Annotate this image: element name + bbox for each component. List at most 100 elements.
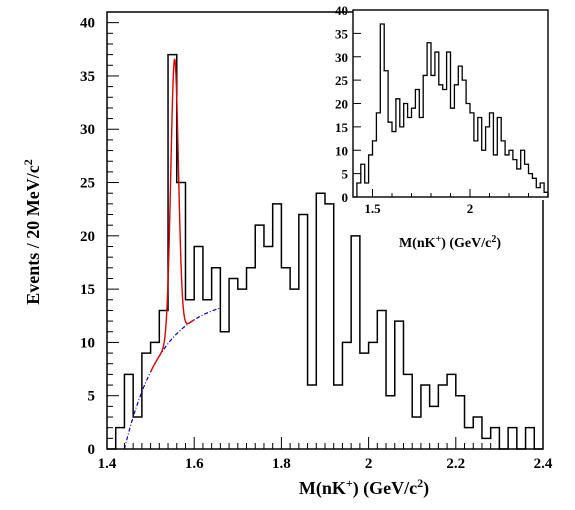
y-tick-label: 25 [335, 73, 349, 88]
histogram-bin [360, 353, 369, 449]
histogram-bin [377, 310, 386, 449]
histogram-bin [415, 89, 419, 197]
y-tick-label: 15 [335, 120, 349, 135]
y-tick-label: 10 [80, 335, 95, 351]
y-tick-label: 30 [335, 50, 348, 65]
histogram-bin [404, 104, 408, 198]
histogram-bin [532, 178, 536, 197]
histogram-bin [255, 225, 264, 449]
histogram-bin [465, 428, 474, 449]
histogram-bin [526, 428, 535, 449]
inset-y-ticks: 0 5 10 15 20 25 30 35 40 [335, 3, 361, 205]
histogram-bin [419, 118, 423, 197]
histogram-bin [497, 118, 501, 197]
histogram-bin [384, 71, 388, 197]
histogram-bin [159, 310, 168, 449]
histogram-bin [334, 385, 343, 449]
histogram-bin [212, 268, 221, 449]
histogram-bin [505, 155, 509, 197]
main-y-ticks: 0 5 10 15 20 25 30 35 40 [80, 11, 119, 458]
histogram-bin [386, 396, 395, 449]
histogram-bin [316, 193, 325, 449]
histogram-bin [376, 113, 380, 197]
main-x-axis-title: M(nK+) (GeV/c2) [299, 476, 429, 499]
histogram-bin [396, 99, 400, 197]
histogram-bin [451, 108, 455, 197]
histogram-bin [493, 155, 497, 197]
histogram-bin [395, 321, 404, 449]
y-tick-label: 10 [335, 143, 348, 158]
y-tick-label: 20 [335, 97, 348, 112]
histogram-bin [501, 141, 505, 197]
y-tick-label: 15 [80, 282, 95, 298]
histogram-bin [439, 85, 443, 197]
histogram-bin [491, 428, 500, 449]
main-histogram [107, 53, 543, 450]
histogram-bin [525, 164, 529, 197]
y-tick-label: 35 [80, 69, 95, 85]
histogram-bin [408, 118, 412, 197]
histogram-bin [299, 215, 308, 449]
histogram-bin [456, 396, 465, 449]
histogram-step-line [353, 23, 549, 198]
background-fit-curve [123, 307, 221, 450]
histogram-bin [229, 278, 238, 449]
inset-histogram [353, 23, 549, 198]
histogram-bin [369, 342, 378, 449]
inset-x-ticks: 1.5 2 [352, 189, 549, 216]
histogram-bin [482, 150, 486, 197]
y-tick-label: 5 [342, 167, 349, 182]
histogram-bin [486, 127, 490, 197]
histogram-bin [458, 66, 462, 197]
y-tick-label: 5 [88, 389, 96, 405]
histogram-bin [290, 289, 299, 449]
histogram-bin [430, 406, 439, 449]
histogram-bin [438, 385, 447, 449]
histogram-bin [116, 428, 125, 449]
histogram-bin [281, 268, 290, 449]
x-tick-label: 1.4 [98, 456, 117, 472]
main-x-ticks: 1.4 1.6 1.8 2 2.2 2.4 [98, 437, 553, 472]
histogram-bin [490, 113, 494, 197]
y-tick-label: 0 [342, 190, 349, 205]
histogram-bin [361, 164, 365, 197]
x-tick-label: 1.8 [272, 456, 291, 472]
y-tick-label: 0 [88, 442, 96, 458]
y-tick-label: 25 [80, 176, 95, 192]
histogram-bin [388, 122, 392, 197]
x-tick-label: 2 [365, 456, 373, 472]
histogram-bin [373, 141, 377, 197]
histogram-bin [513, 160, 517, 197]
histogram-bin [264, 246, 273, 449]
histogram-bin [478, 118, 482, 197]
histogram-bin [474, 141, 478, 197]
histogram-bin [325, 204, 334, 449]
histogram-bin [517, 169, 521, 197]
histogram-bin [427, 43, 431, 197]
histogram-bin [482, 438, 491, 449]
histogram-bin [220, 332, 229, 449]
histogram-bin [308, 385, 317, 449]
histogram-bin [521, 150, 525, 197]
inset-x-axis-title: M(nK+) (GeV/c2) [399, 234, 501, 252]
histogram-bin [447, 374, 456, 449]
histogram-bin [369, 155, 373, 197]
histogram-bin [540, 183, 544, 197]
histogram-bin [365, 183, 369, 197]
histogram-bin [203, 300, 212, 449]
y-tick-label: 30 [80, 122, 95, 138]
histogram-bin [421, 385, 430, 449]
histogram-bin [447, 52, 451, 197]
histogram-bin [412, 108, 416, 197]
histogram-bin [423, 75, 427, 197]
histogram-bin [142, 353, 151, 449]
y-tick-label: 35 [335, 26, 349, 41]
histogram-bin [454, 85, 458, 197]
histogram-bin [351, 236, 360, 449]
histogram-bin [124, 374, 133, 449]
x-tick-label: 2 [467, 201, 474, 216]
histogram-bin [357, 183, 361, 197]
